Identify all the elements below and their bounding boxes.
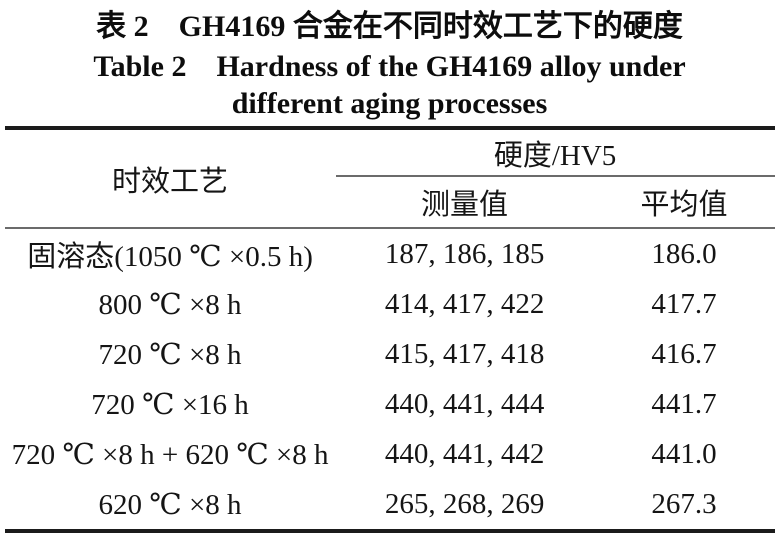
average-cell: 186.0: [651, 237, 717, 270]
measured-cell: 440, 441, 442: [384, 437, 545, 470]
measured-cell: 415, 417, 418: [384, 337, 545, 370]
hardness-table: 时效工艺 硬度/HV5 测量值 平均值 固溶态(1050 ℃ ×0.5 h) 1…: [4, 126, 775, 533]
average-cell: 416.7: [651, 337, 717, 370]
average-cell: 441.0: [651, 437, 717, 470]
measured-cell: 187, 186, 185: [384, 237, 545, 270]
col-header-average-value: 平均值: [593, 176, 775, 229]
table-row: 620 ℃ ×8 h 265, 268, 269 267.3: [5, 479, 775, 531]
process-cell: 720 ℃ ×8 h: [98, 338, 242, 371]
col-header-measured-value: 测量值: [335, 176, 594, 229]
table-row: 720 ℃ ×16 h 440, 441, 444 441.7: [5, 379, 775, 429]
measured-cell: 265, 268, 269: [384, 487, 545, 520]
col-header-aging-process: 时效工艺: [4, 128, 336, 229]
table-row: 800 ℃ ×8 h 414, 417, 422 417.7: [5, 279, 775, 329]
process-cell: 固溶态(1050 ℃ ×0.5 h): [27, 241, 313, 273]
table-caption-zh: 表 2 GH4169 合金在不同时效工艺下的硬度: [96, 10, 683, 43]
table-caption-en-line1: Table 2 Hardness of the GH4169 alloy und…: [93, 50, 686, 83]
col-group-header-hardness: 硬度/HV5: [335, 128, 775, 177]
average-cell: 417.7: [651, 287, 717, 320]
process-cell: 720 ℃ ×16 h: [91, 388, 249, 421]
table-row: 720 ℃ ×8 h + 620 ℃ ×8 h 440, 441, 442 44…: [5, 429, 775, 479]
table-row: 720 ℃ ×8 h 415, 417, 418 416.7: [5, 329, 775, 379]
process-cell: 720 ℃ ×8 h + 620 ℃ ×8 h: [11, 438, 329, 471]
average-cell: 267.3: [651, 487, 717, 520]
table-caption: 表 2 GH4169 合金在不同时效工艺下的硬度 Table 2 Hardnes…: [0, 0, 779, 122]
table-caption-en-line2: different aging processes: [231, 87, 548, 120]
table-row: 固溶态(1050 ℃ ×0.5 h) 187, 186, 185 186.0: [5, 228, 775, 279]
process-cell: 800 ℃ ×8 h: [98, 288, 242, 321]
process-cell: 620 ℃ ×8 h: [98, 488, 242, 521]
measured-cell: 414, 417, 422: [384, 287, 545, 320]
average-cell: 441.7: [651, 387, 717, 420]
table-header: 时效工艺 硬度/HV5 测量值 平均值: [4, 128, 775, 229]
measured-cell: 440, 441, 444: [384, 387, 545, 420]
